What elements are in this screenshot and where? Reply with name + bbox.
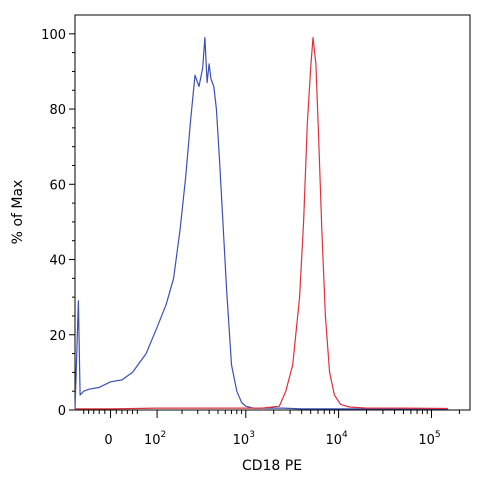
series-layer [74,36,448,411]
y-tick-label: 0 [58,404,66,419]
x-axis-label: CD18 PE [242,458,302,474]
series-line-2 [75,36,448,410]
x-tick-exponent: 5 [435,430,441,440]
x-tick-label: 105 [418,430,440,448]
x-tick-label: 0 [104,433,112,448]
x-tick-exponent: 2 [161,430,167,440]
x-axis: 0 102 103 104 105 [83,410,460,448]
y-tick-label: 20 [49,329,66,344]
x-tick-label: 103 [233,430,255,448]
y-axis: 0 20 40 60 80 100 [41,28,75,419]
x-tick-exponent: 3 [249,430,255,440]
x-tick-label: 102 [144,430,166,448]
y-tick-label: 60 [49,178,66,193]
plot-frame [74,14,471,411]
y-tick-label: 100 [41,28,66,43]
x-tick-exponent: 4 [342,430,348,440]
series-line-1 [74,36,448,411]
y-tick-label: 80 [49,103,66,118]
y-tick-label: 40 [49,254,66,269]
y-axis-label: % of Max [10,180,26,245]
x-tick-label: 104 [325,430,348,448]
